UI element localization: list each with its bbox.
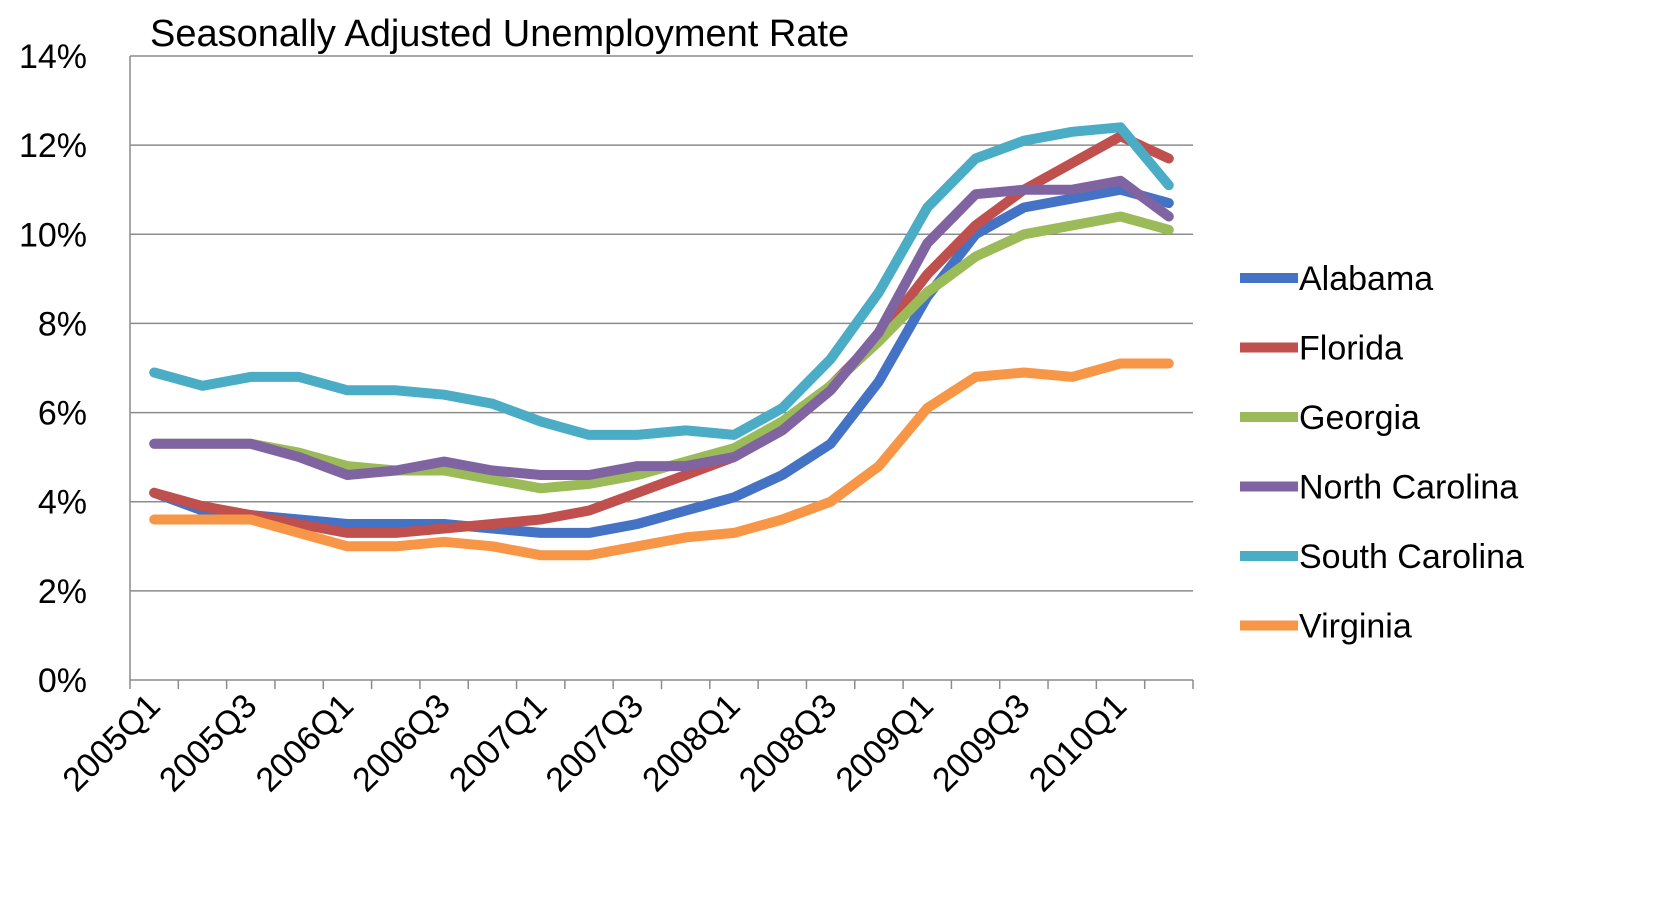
chart-title: Seasonally Adjusted Unemployment Rate <box>150 13 849 55</box>
x-tick-label: 2009Q1 <box>828 687 940 799</box>
y-tick-label: 4% <box>38 484 87 522</box>
y-axis-ticks: 0% 2% 4% 6% 8% 10% 12% 14% <box>19 38 87 700</box>
x-tick-label: 2006Q1 <box>249 687 361 799</box>
x-axis: 2005Q12005Q32006Q12006Q32007Q12007Q32008… <box>55 56 1194 799</box>
gridlines <box>130 55 1193 592</box>
y-tick-label: 6% <box>38 395 87 433</box>
series-lines <box>149 122 1174 561</box>
x-tick-label: 2005Q3 <box>152 687 264 799</box>
series-line-south-carolina <box>149 122 1174 440</box>
y-tick-label: 14% <box>19 38 87 76</box>
x-tick-label: 2008Q3 <box>732 687 844 799</box>
y-tick-label: 8% <box>38 305 87 343</box>
y-tick-label: 0% <box>38 662 87 700</box>
series-line-alabama <box>149 184 1174 538</box>
series-line-georgia <box>149 211 1174 494</box>
y-tick-label: 10% <box>19 216 87 254</box>
x-tick-label: 2005Q1 <box>55 687 167 799</box>
x-tick-label: 2009Q3 <box>925 687 1037 799</box>
x-tick-label: 2007Q3 <box>539 687 651 799</box>
legend-label-georgia: Georgia <box>1299 399 1420 437</box>
y-tick-label: 12% <box>19 127 87 165</box>
series-line-virginia <box>149 358 1174 561</box>
x-tick-label: 2010Q1 <box>1022 687 1134 799</box>
legend-label-south-carolina: South Carolina <box>1299 538 1524 576</box>
legend-label-north-carolina: North Carolina <box>1299 469 1518 507</box>
legend: Alabama Florida Georgia North Carolina South… <box>1240 260 1524 646</box>
y-tick-label: 2% <box>38 573 87 611</box>
legend-label-virginia: Virginia <box>1299 608 1412 646</box>
series-line-florida <box>149 131 1174 538</box>
x-tick-label: 2008Q1 <box>635 687 747 799</box>
x-tick-label: 2007Q1 <box>442 687 554 799</box>
legend-label-florida: Florida <box>1299 330 1403 368</box>
legend-label-alabama: Alabama <box>1299 260 1433 298</box>
series-line-north-carolina <box>149 175 1174 480</box>
x-tick-label: 2006Q3 <box>345 687 457 799</box>
